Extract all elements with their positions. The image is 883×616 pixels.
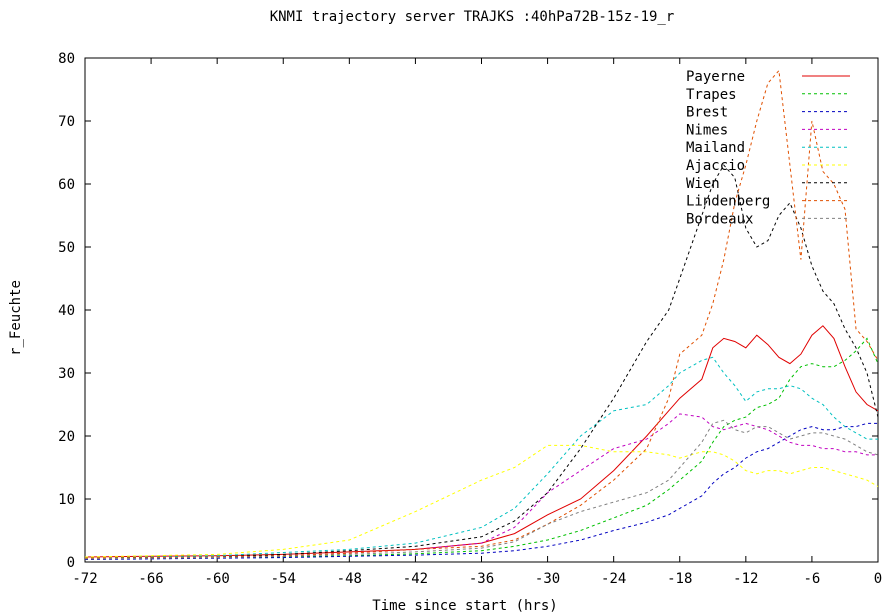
series-line-bordeaux bbox=[84, 419, 879, 560]
x-tick-label: -12 bbox=[733, 571, 758, 587]
x-tick-label: -30 bbox=[535, 571, 560, 587]
legend-label: Wien bbox=[686, 176, 720, 192]
y-tick-label: 20 bbox=[58, 429, 75, 445]
y-axis-label: r_Feuchte bbox=[8, 280, 24, 356]
x-axis: -72 -66 -60 -54 -48 -42 -36 -30 -24 -18 -12 -6 0 bbox=[72, 58, 882, 587]
legend-label: Nimes bbox=[686, 122, 728, 138]
legend-label: Brest bbox=[686, 105, 728, 121]
y-tick-label: 10 bbox=[58, 492, 75, 508]
y-tick-label: 30 bbox=[58, 366, 75, 382]
legend-label: Bordeaux bbox=[686, 211, 753, 227]
legend-label: Lindenberg bbox=[686, 194, 770, 210]
series-line-ajaccio bbox=[84, 444, 879, 558]
series-line-payerne bbox=[84, 325, 879, 558]
x-tick-label: -60 bbox=[205, 571, 230, 587]
x-tick-label: -42 bbox=[403, 571, 428, 587]
series-line-brest bbox=[84, 422, 878, 560]
y-tick-label: 80 bbox=[58, 51, 75, 67]
y-tick-label: 0 bbox=[67, 555, 75, 571]
legend-label: Trapes bbox=[686, 87, 737, 103]
x-tick-label: -48 bbox=[337, 571, 362, 587]
x-axis-label: Time since start (hrs) bbox=[372, 598, 557, 614]
x-tick-label: -24 bbox=[601, 571, 626, 587]
series-line-lindenberg bbox=[84, 69, 879, 559]
legend-label: Mailand bbox=[686, 140, 745, 156]
plot-area-border bbox=[84, 57, 879, 563]
y-tick-label: 40 bbox=[58, 303, 75, 319]
chart-title: KNMI trajectory server TRAJKS :40hPa72B-… bbox=[270, 9, 675, 25]
series-line-trapes bbox=[84, 337, 879, 560]
series-line-wien bbox=[84, 164, 879, 559]
x-tick-label: -72 bbox=[72, 571, 97, 587]
x-tick-label: -6 bbox=[803, 571, 820, 587]
y-tick-label: 50 bbox=[58, 240, 75, 256]
legend-label: Ajaccio bbox=[686, 158, 745, 174]
y-tick-label: 60 bbox=[58, 177, 75, 193]
x-tick-label: -54 bbox=[271, 571, 296, 587]
series-lines bbox=[84, 69, 879, 560]
y-axis: 0 10 20 30 40 50 60 70 80 bbox=[58, 51, 878, 571]
series-line-mailand bbox=[84, 356, 878, 559]
x-tick-label: -36 bbox=[469, 571, 494, 587]
x-tick-label: -18 bbox=[667, 571, 692, 587]
y-tick-label: 70 bbox=[58, 114, 75, 130]
x-tick-label: -66 bbox=[138, 571, 163, 587]
legend-label: Payerne bbox=[686, 69, 745, 85]
x-tick-label: 0 bbox=[874, 571, 882, 587]
